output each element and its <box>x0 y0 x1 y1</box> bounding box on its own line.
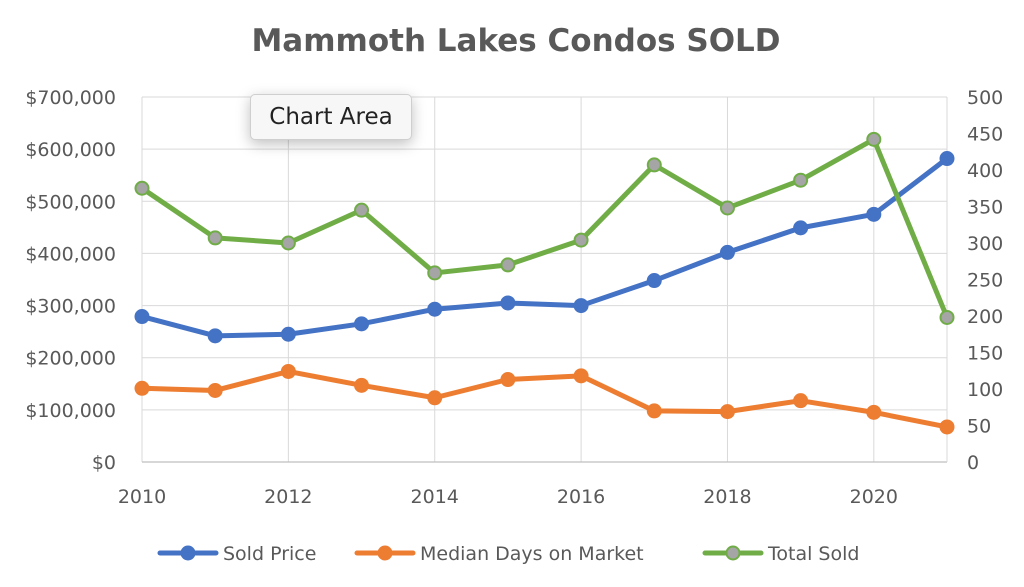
data-point <box>866 404 882 420</box>
legend-label: Total Sold <box>767 543 859 565</box>
data-point <box>573 298 589 314</box>
data-point <box>939 151 955 167</box>
data-point <box>793 172 809 188</box>
legend-item: Sold Price <box>157 543 316 565</box>
x-tick-label: 2016 <box>557 486 605 508</box>
legend-item: Median Days on Market <box>354 543 644 565</box>
data-point <box>573 368 589 384</box>
y-right-tick-label: 100 <box>967 379 1003 401</box>
data-point <box>134 309 150 325</box>
data-point <box>280 363 296 379</box>
data-point <box>500 257 516 273</box>
y-right-tick-label: 50 <box>967 416 991 438</box>
data-point <box>427 390 443 406</box>
legend-swatch-marker <box>180 545 196 561</box>
data-point <box>939 309 955 325</box>
data-point <box>280 235 296 251</box>
y-right-tick-label: 200 <box>967 306 1003 328</box>
legend: Sold Price Median Days on Market Total Sol… <box>157 543 859 565</box>
series-total-sold <box>134 131 955 325</box>
y-right-tick-label: 350 <box>967 197 1003 219</box>
gridlines <box>141 96 947 462</box>
y-left-tick-label: $300,000 <box>25 296 116 318</box>
data-point <box>207 328 223 344</box>
series-sold-price <box>134 151 955 344</box>
legend-swatch-marker <box>377 545 393 561</box>
y-left-tick-label: $400,000 <box>25 243 116 265</box>
series-line <box>139 156 950 339</box>
series-layer <box>134 131 955 435</box>
data-point <box>500 372 516 388</box>
data-point <box>354 202 370 218</box>
data-point <box>646 403 662 419</box>
series-median-days-on-market <box>134 363 955 435</box>
data-point <box>646 157 662 173</box>
data-point <box>427 301 443 317</box>
data-point <box>939 419 955 435</box>
data-point <box>719 244 735 260</box>
x-tick-label: 2020 <box>850 486 898 508</box>
legend-item: Total Sold <box>702 543 859 565</box>
x-tick-label: 2014 <box>411 486 459 508</box>
y-left-tick-label: $200,000 <box>25 348 116 370</box>
data-point <box>719 200 735 216</box>
data-point <box>793 393 809 409</box>
data-point <box>207 230 223 246</box>
data-point <box>646 273 662 289</box>
data-point <box>354 377 370 393</box>
y-right-tick-label: 300 <box>967 233 1003 255</box>
y-left-tick-label: $100,000 <box>25 400 116 422</box>
y-right-tick-label: 0 <box>967 452 979 474</box>
data-point <box>280 326 296 342</box>
data-point <box>793 220 809 236</box>
legend-label: Sold Price <box>223 543 316 565</box>
y-right-tick-label: 150 <box>967 343 1003 365</box>
data-point <box>134 380 150 396</box>
data-point <box>134 180 150 196</box>
data-point <box>573 232 589 248</box>
y-right-tick-label: 400 <box>967 160 1003 182</box>
y-left-tick-label: $600,000 <box>25 139 116 161</box>
x-tick-label: 2018 <box>703 486 751 508</box>
data-point <box>427 265 443 281</box>
y-right-tick-label: 250 <box>967 270 1003 292</box>
legend-swatch-marker <box>725 545 741 561</box>
data-point <box>500 295 516 311</box>
axes: $0 $100,000 $200,000 $300,000 $400,000 $500,0… <box>25 87 1003 508</box>
data-point <box>719 404 735 420</box>
y-left-tick-label: $500,000 <box>25 191 116 213</box>
y-right-tick-label: 500 <box>967 87 1003 109</box>
chart-title: Mammoth Lakes Condos SOLD <box>251 23 780 59</box>
x-tick-label: 2010 <box>118 486 166 508</box>
data-point <box>866 131 882 147</box>
data-point <box>354 316 370 332</box>
series-line <box>139 136 950 320</box>
series-line <box>139 368 950 430</box>
y-left-tick-label: $700,000 <box>25 87 116 109</box>
x-tick-label: 2012 <box>264 486 312 508</box>
chart-area-tooltip: Chart Area <box>250 94 412 140</box>
data-point <box>866 206 882 222</box>
data-point <box>207 382 223 398</box>
legend-label: Median Days on Market <box>420 543 644 565</box>
y-left-tick-label: $0 <box>92 452 116 474</box>
y-right-tick-label: 450 <box>967 124 1003 146</box>
